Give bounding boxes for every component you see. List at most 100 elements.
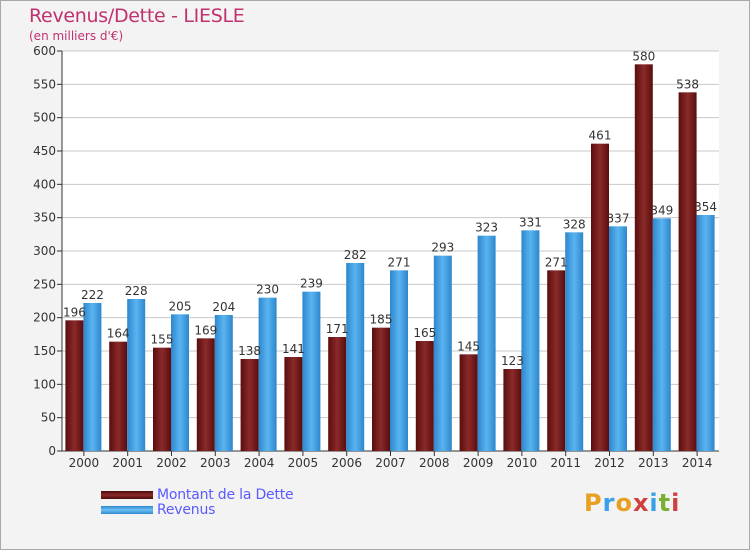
data-label-debt: 271 [545, 255, 568, 269]
x-tick-label: 2013 [638, 456, 669, 470]
data-label-revenus: 204 [212, 300, 235, 314]
data-label-revenus: 328 [563, 217, 586, 231]
x-tick-label: 2000 [69, 456, 100, 470]
bar-revenus [433, 255, 452, 451]
bar-debt [547, 270, 566, 451]
bar-revenus [565, 232, 584, 451]
bar-debt [415, 341, 434, 451]
bar-revenus [83, 303, 102, 451]
data-label-revenus: 228 [125, 284, 148, 298]
data-label-revenus: 293 [431, 241, 454, 255]
x-tick-label: 2001 [112, 456, 143, 470]
bar-revenus [477, 235, 496, 451]
x-tick-label: 2010 [507, 456, 538, 470]
y-tick-label: 600 [33, 44, 56, 58]
bars [65, 64, 715, 452]
x-tick-label: 2012 [594, 456, 625, 470]
data-label-debt: 155 [151, 333, 174, 347]
data-label-debt: 145 [457, 339, 480, 353]
x-tick-label: 2008 [419, 456, 450, 470]
bar-debt [196, 338, 215, 451]
x-tick-label: 2005 [288, 456, 319, 470]
bar-revenus [302, 291, 321, 451]
data-label-debt: 538 [676, 77, 699, 91]
y-tick-label: 550 [33, 77, 56, 91]
y-tick-label: 250 [33, 277, 56, 291]
chart-title: Revenus/Dette - LIESLE [29, 5, 245, 27]
bar-debt [240, 359, 259, 451]
bar-debt [328, 337, 347, 451]
data-label-debt: 123 [501, 354, 524, 368]
x-tick-label: 2007 [375, 456, 406, 470]
y-tick-label: 100 [33, 377, 56, 391]
bar-revenus [127, 299, 146, 451]
data-label-debt: 171 [326, 322, 349, 336]
bar-revenus [258, 297, 277, 451]
bar-debt [503, 369, 522, 451]
y-tick-label: 350 [33, 211, 56, 225]
data-label-revenus: 337 [607, 211, 630, 225]
data-label-debt: 138 [238, 344, 261, 358]
bar-revenus [609, 226, 627, 451]
data-label-revenus: 331 [519, 215, 542, 229]
bar-debt [678, 92, 697, 451]
bar-revenus [390, 270, 408, 451]
x-tick-label: 2006 [331, 456, 362, 470]
legend-item-debt: Montant de la Dette [101, 486, 294, 503]
data-label-debt: 196 [63, 305, 86, 319]
bar-debt [459, 354, 478, 451]
chart-subtitle: (en milliers d'€) [29, 29, 124, 43]
y-tick-label: 300 [33, 244, 56, 258]
data-label-debt: 169 [194, 323, 217, 337]
data-label-debt: 164 [107, 327, 130, 341]
data-label-revenus: 282 [344, 248, 367, 262]
data-label-debt: 580 [632, 49, 655, 63]
x-tick-label: 2014 [682, 456, 713, 470]
y-tick-label: 500 [33, 111, 56, 125]
bar-revenus [346, 263, 365, 451]
bar-debt [634, 64, 653, 452]
bar-debt [65, 320, 84, 451]
bar-debt [109, 341, 128, 451]
legend-label-debt: Montant de la Dette [157, 486, 294, 503]
legend-swatch-revenus [101, 505, 153, 514]
legend-label-revenus: Revenus [157, 501, 216, 518]
data-label-revenus: 205 [169, 299, 192, 313]
x-tick-label: 2003 [200, 456, 231, 470]
x-tick-label: 2009 [463, 456, 494, 470]
data-label-revenus: 354 [694, 200, 717, 214]
bar-revenus [214, 315, 233, 451]
data-label-revenus: 349 [650, 203, 673, 217]
bar-revenus [171, 314, 189, 451]
data-label-revenus: 222 [81, 288, 104, 302]
y-tick-label: 200 [33, 311, 56, 325]
bar-revenus [521, 230, 540, 451]
x-tick-label: 2011 [550, 456, 581, 470]
data-label-revenus: 271 [388, 255, 411, 269]
y-tick-label: 450 [33, 144, 56, 158]
x-tick-label: 2004 [244, 456, 275, 470]
bar-debt [372, 327, 390, 451]
data-label-debt: 141 [282, 342, 305, 356]
bar-debt [284, 357, 303, 451]
data-label-debt: 185 [370, 313, 393, 327]
y-tick-label: 150 [33, 344, 56, 358]
bar-debt [591, 143, 609, 451]
bar-revenus [652, 218, 671, 451]
legend-swatch-debt [101, 490, 153, 499]
data-label-debt: 165 [413, 326, 436, 340]
x-tick-label: 2002 [156, 456, 187, 470]
bar-debt [153, 347, 171, 451]
data-label-debt: 461 [589, 129, 612, 143]
y-tick-label: 50 [41, 411, 56, 425]
y-tick-label: 0 [48, 444, 56, 458]
data-label-revenus: 230 [256, 283, 279, 297]
data-label-revenus: 323 [475, 221, 498, 235]
data-label-revenus: 239 [300, 277, 323, 291]
bar-revenus [696, 215, 715, 451]
y-tick-label: 400 [33, 177, 56, 191]
proxiti-logo: Proxiti [584, 489, 681, 517]
